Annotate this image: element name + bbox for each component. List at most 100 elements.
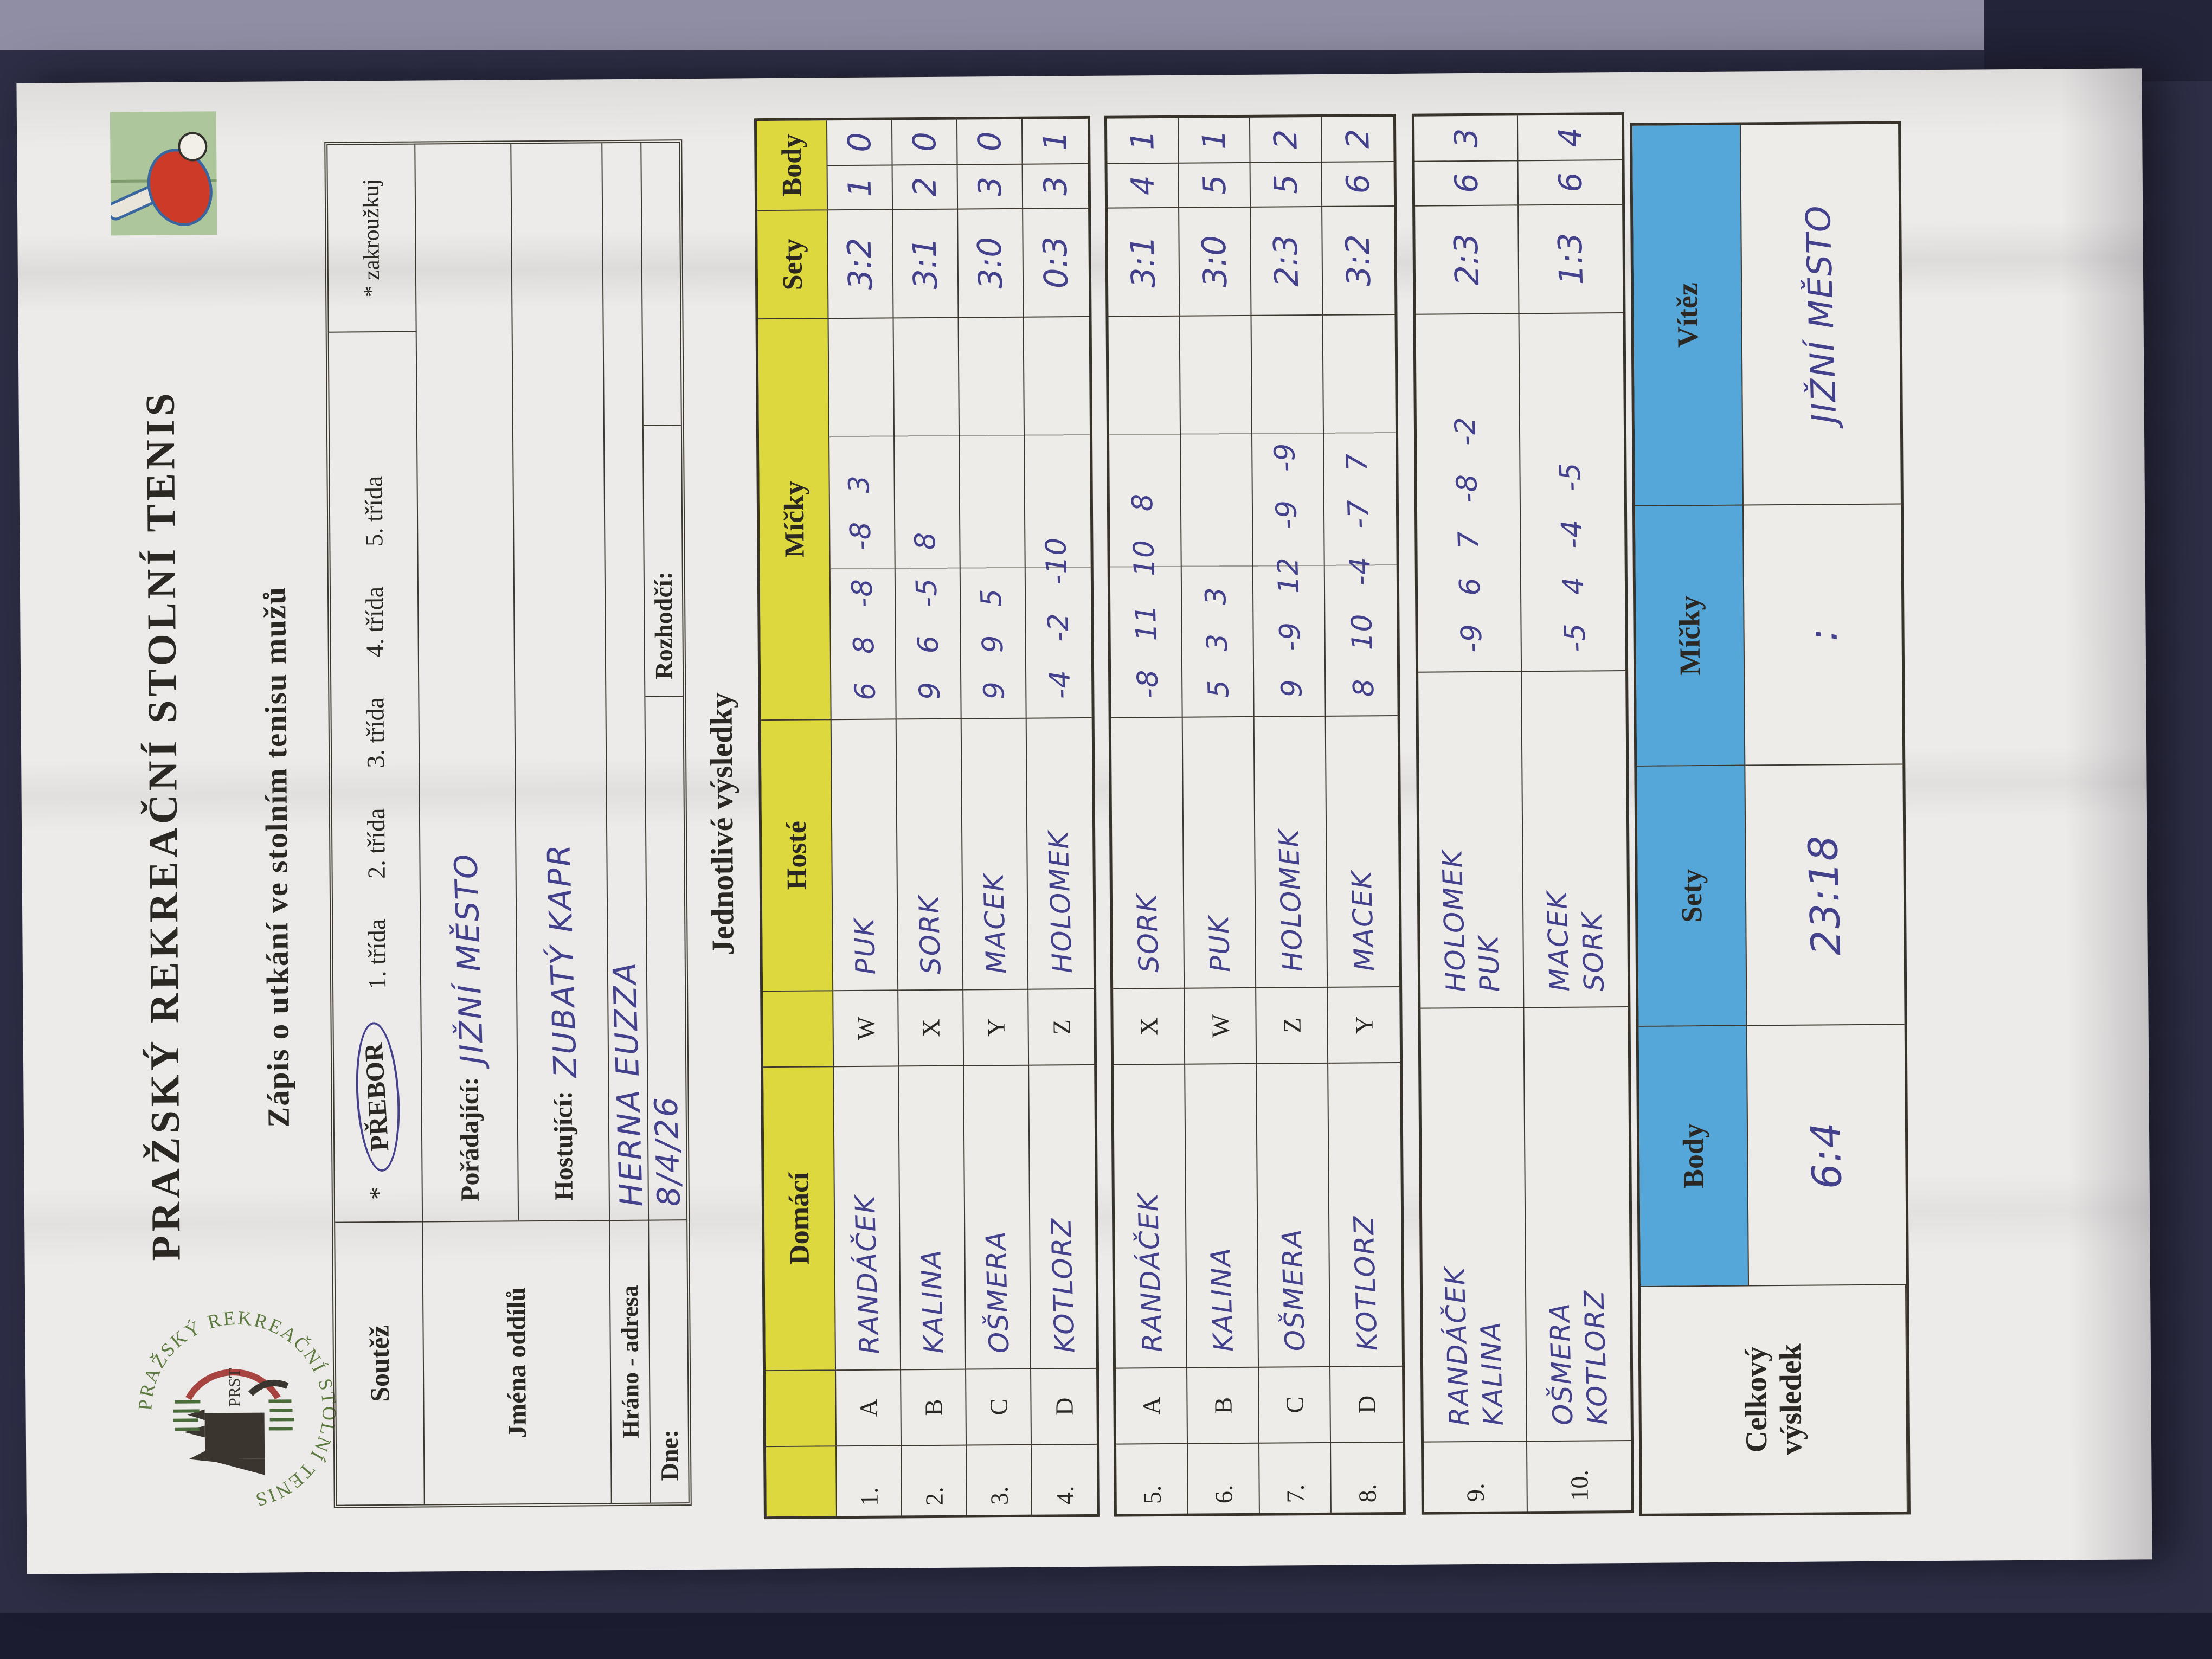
header-hoste: Hosté — [761, 719, 834, 991]
venue-value: HERNA EUZZA — [606, 960, 651, 1207]
header-blank — [766, 1369, 837, 1446]
form-subtitle: Zápis o utkání ve stolním tenisu mužů — [258, 586, 296, 1128]
guest-team-value: ZUBATÝ KAPR — [540, 843, 584, 1079]
match-number: 6. — [1188, 1442, 1260, 1514]
guest-player: PUK — [831, 718, 899, 991]
competition-circled: PŘEBOR — [351, 1020, 404, 1173]
game-scores: 9 -9 12 -9 -9 — [1251, 314, 1326, 716]
points-guest: 3 — [1414, 115, 1519, 161]
points-guest: 2 — [1250, 117, 1322, 162]
summary-table: Celkový výsledek Body Sety Míčky Vítěz 6… — [1630, 121, 1911, 1516]
header-blank — [763, 990, 834, 1067]
sets-score: 0:3 — [1023, 207, 1089, 317]
game-scores: 8 10 -4 -7 7 — [1323, 313, 1398, 716]
home-player: RANDÁČEK — [834, 1065, 902, 1370]
class-option: 5. třída — [359, 475, 388, 547]
class-option: 2. třída — [362, 808, 390, 879]
match-number: 2. — [902, 1444, 967, 1516]
venue-label: Hráno - adresa — [610, 1219, 651, 1503]
points-home: 6 — [1518, 159, 1623, 205]
points-guest: 2 — [1339, 128, 1377, 150]
doubles-table: 9. RANDÁČEK KALINA HOLOMEK PUK -9 6 7 -8… — [1411, 112, 1634, 1515]
summary-header-sety: Sety — [1637, 764, 1747, 1026]
club-stamp-logo: PRAŽSKÝ REKREAČNÍ STOLNÍ TENIS PRST — [133, 1306, 341, 1512]
match-number: 1. — [837, 1445, 902, 1516]
home-pair: OŠMERA KOTLORZ — [1524, 1006, 1631, 1441]
points-home: 4 — [1107, 162, 1180, 208]
home-player: KALINA — [1185, 1063, 1259, 1367]
sets-score: 3:1 — [1108, 207, 1180, 316]
header-body: Body — [756, 120, 828, 210]
points-guest: 1 — [1107, 118, 1179, 163]
home-letter: C — [1259, 1366, 1332, 1443]
section-heading: Jednotlivé výsledky — [703, 692, 741, 956]
total-result-label: Celkový výsledek — [1641, 1284, 1908, 1514]
game-scores: -4 -2 -10 — [1024, 316, 1092, 718]
match-info-table: Soutěž * PŘEBOR 1. třída 2. třída 3. tří… — [324, 139, 692, 1508]
summary-winner-value: JIŽNÍ MĚSTO — [1798, 204, 1844, 425]
class-option: 1. třída — [362, 918, 391, 990]
sets-score: 3:2 — [828, 209, 894, 318]
match-number: 7. — [1259, 1442, 1332, 1513]
game-scores: -9 6 7 -8 -2 — [1416, 313, 1522, 672]
date-value: 8/4/26 — [647, 1095, 687, 1207]
home-letter: A — [836, 1369, 902, 1446]
guest-player: HOLOMEK — [1026, 717, 1094, 989]
header-sety: Sety — [757, 209, 829, 319]
form-title: PRAŽSKÝ REKREAČNÍ STOLNÍ TENIS — [137, 389, 189, 1261]
match-number: 8. — [1331, 1441, 1403, 1513]
star-mark: * — [364, 1186, 393, 1200]
home-player: OŠMERA — [1257, 1062, 1331, 1367]
match-number: 3. — [967, 1444, 1032, 1515]
stamp-castle-icon: PRST — [173, 1368, 294, 1475]
home-player: KOTLORZ — [1328, 1062, 1403, 1366]
points-guest: 1 — [1036, 130, 1074, 152]
points-home: 5 — [1250, 161, 1323, 207]
summary-header-micky: Míčky — [1635, 504, 1746, 766]
game-scores: 5 3 3 — [1180, 314, 1255, 717]
points-home: 6 — [1414, 160, 1519, 205]
home-pair: RANDÁČEK KALINA — [1420, 1007, 1527, 1442]
points-guest: 1 — [1178, 117, 1251, 163]
sets-score: 2:3 — [1251, 205, 1323, 315]
sets-score: 1:3 — [1519, 204, 1623, 313]
home-letter: B — [1187, 1366, 1260, 1443]
guest-letter: W — [1185, 987, 1257, 1064]
guest-letter: W — [833, 989, 899, 1066]
guest-letter: Y — [963, 988, 1030, 1065]
match-number: 9. — [1423, 1441, 1528, 1512]
header-domaci: Domácí — [763, 1066, 837, 1371]
home-letter: D — [1031, 1367, 1097, 1444]
guest-player: SORK — [1111, 716, 1185, 988]
game-scores: 9 9 5 — [959, 316, 1027, 718]
summary-header-body: Body — [1638, 1025, 1750, 1286]
game-scores: 9 6 -5 8 — [893, 317, 962, 719]
guest-team-label: Hostující: — [548, 1090, 578, 1201]
guest-player: HOLOMEK — [1254, 715, 1328, 987]
home-letter: B — [901, 1368, 967, 1445]
sets-score: 2:3 — [1415, 204, 1520, 314]
guest-player: SORK — [896, 718, 964, 990]
table-tennis-logo — [110, 111, 217, 236]
guest-letter: X — [898, 989, 964, 1066]
singles-table-1: Domácí Hosté Míčky Sety Body 1. A RANDÁČ… — [754, 115, 1100, 1520]
home-player: KALINA — [899, 1065, 967, 1369]
date-label: Dne: — [649, 1219, 689, 1503]
header-micky: Míčky — [758, 318, 832, 720]
sets-score: 3:1 — [893, 208, 959, 318]
class-option: 4. třída — [360, 586, 389, 658]
points-guest: 4 — [1551, 127, 1589, 149]
sets-score: 3:2 — [1322, 205, 1395, 314]
guest-player: PUK — [1182, 716, 1257, 988]
form-paper: PRAŽSKÝ REKREAČNÍ STOLNÍ TENIS PRST PRAŽ… — [16, 68, 2152, 1574]
home-player: RANDÁČEK — [1114, 1063, 1188, 1368]
points-home: 1 — [827, 164, 893, 210]
game-scores: -8 11 10 8 — [1108, 315, 1183, 717]
points-home: 6 — [1322, 160, 1394, 206]
home-letter: C — [966, 1368, 1032, 1445]
competition-label: Soutěž — [335, 1221, 425, 1505]
summary-sety-value: 23:18 — [1745, 763, 1905, 1025]
circle-note: * zakroužkuj — [327, 144, 417, 333]
summary-body-value: 6:4 — [1747, 1024, 1906, 1285]
home-player: OŠMERA — [964, 1064, 1032, 1369]
